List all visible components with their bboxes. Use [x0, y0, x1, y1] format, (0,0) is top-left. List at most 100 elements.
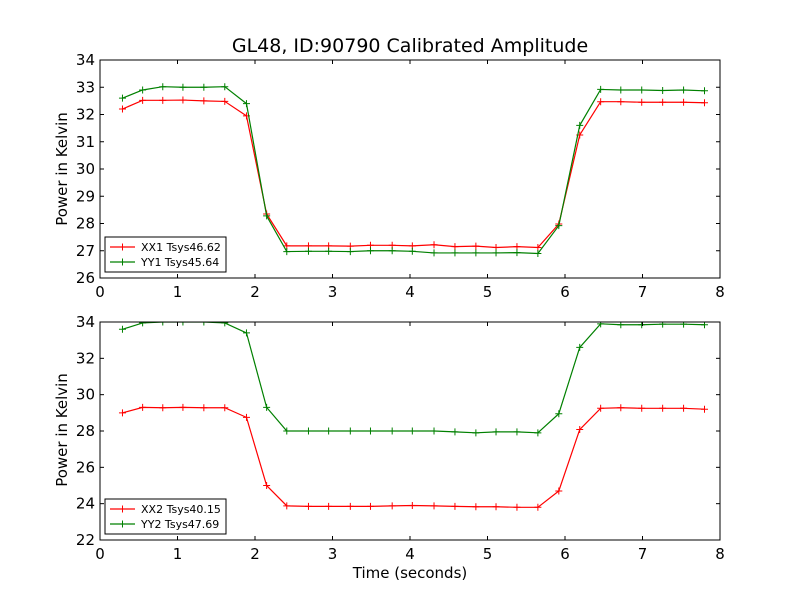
- bottom-series-2-point: [325, 427, 333, 435]
- top-series-2-point: [408, 247, 416, 255]
- bottom-y-tick-label: 32: [76, 349, 95, 367]
- bottom-series-1-point: [200, 404, 208, 412]
- top-y-tick-label: 34: [76, 51, 95, 69]
- top-series-2-point: [576, 121, 584, 129]
- top-y-tick-label: 33: [76, 78, 95, 96]
- bottom-series-2-point: [555, 410, 563, 418]
- top-series-2-point: [304, 247, 312, 255]
- bottom-series-2-point: [408, 427, 416, 435]
- top-series-2-point: [659, 87, 667, 95]
- bottom-series-2-point: [366, 427, 374, 435]
- top-series-1-point: [221, 97, 229, 105]
- bottom-series-1-point: [597, 404, 605, 412]
- bottom-series-1-point: [304, 502, 312, 510]
- bottom-x-tick-label: 4: [405, 545, 415, 563]
- bottom-series-1-point: [492, 503, 500, 511]
- bottom-x-tick-label: 5: [483, 545, 493, 563]
- x-axis-label: Time (seconds): [352, 564, 468, 582]
- top-y-tick-label: 27: [76, 242, 95, 260]
- bottom-series-1-point: [430, 502, 438, 510]
- bottom-series-1-point: [680, 404, 688, 412]
- top-series-2-point: [388, 247, 396, 255]
- bottom-series-1-point: [659, 404, 667, 412]
- top-x-tick-label: 7: [638, 283, 648, 301]
- bottom-x-tick-label: 7: [638, 545, 648, 563]
- bottom-series-1-point: [366, 502, 374, 510]
- bottom-series-2-point: [430, 427, 438, 435]
- bottom-series-2-point: [513, 428, 521, 436]
- bottom-series-2-point: [388, 427, 396, 435]
- bottom-series-1-point: [263, 482, 271, 489]
- bottom-series-1-point: [346, 502, 354, 510]
- top-series-2-point: [325, 247, 333, 255]
- bottom-series-2-point: [659, 322, 667, 328]
- bottom-x-tick-label: 0: [95, 545, 105, 563]
- bottom-y-axis-label: Power in Kelvin: [53, 373, 71, 487]
- top-series-1-point: [118, 105, 126, 113]
- bottom-series-1-point: [159, 404, 167, 412]
- bottom-series-1-point: [701, 405, 708, 413]
- top-y-tick-label: 31: [76, 133, 95, 151]
- top-series-1-point: [534, 243, 542, 251]
- top-series-1-point: [659, 98, 667, 106]
- top-series-2-point: [159, 83, 167, 91]
- top-y-tick-label: 30: [76, 160, 95, 178]
- top-series-2-point: [638, 86, 646, 94]
- top-series-1-point: [680, 98, 688, 106]
- top-series-2-point: [534, 249, 542, 257]
- bottom-series-1-point: [451, 502, 459, 510]
- top-series-2-point: [701, 87, 708, 95]
- top-series-2-point: [472, 249, 480, 257]
- bottom-series-2-point: [221, 322, 229, 327]
- top-axes-frame: [99, 59, 721, 279]
- top-series-2-point: [221, 83, 229, 91]
- bottom-series-2-point: [159, 322, 167, 326]
- top-series-1-point: [451, 243, 459, 251]
- bottom-series-1-point: [139, 403, 147, 411]
- bottom-series-2-point: [304, 427, 312, 435]
- top-series-2-point: [366, 247, 374, 255]
- bottom-series-1-point: [472, 503, 480, 511]
- bottom-series-1-point: [221, 404, 229, 412]
- bottom-series-1-point: [576, 426, 584, 434]
- bottom-y-tick-label: 26: [76, 458, 95, 476]
- bottom-x-tick-label: 6: [560, 545, 570, 563]
- bottom-series-2-point: [283, 427, 291, 435]
- bottom-y-tick-label: 22: [76, 531, 95, 549]
- bottom-y-tick-label: 30: [76, 386, 95, 404]
- top-x-tick-label: 1: [173, 283, 183, 301]
- bottom-legend-label-2: YY2 Tsys47.69: [140, 518, 219, 531]
- bottom-series-2-point: [451, 428, 459, 436]
- bottom-series-1-point: [534, 503, 542, 511]
- bottom-y-tick-label: 28: [76, 422, 95, 440]
- bottom-series-2-point: [242, 329, 250, 337]
- top-series-1-point: [638, 98, 646, 106]
- top-x-tick-label: 8: [715, 283, 725, 301]
- top-series-1-point: [617, 98, 625, 106]
- bottom-series-1-point: [617, 404, 625, 412]
- top-series-1-point: [430, 241, 438, 249]
- bottom-series-2-point: [139, 322, 147, 327]
- bottom-axes-frame: [99, 321, 721, 541]
- top-legend-marker-2: [119, 258, 126, 266]
- top-x-tick-label: 6: [560, 283, 570, 301]
- top-series-2-point: [118, 94, 126, 102]
- bottom-series-2-point: [534, 429, 542, 437]
- top-legend-box: [104, 236, 227, 273]
- top-y-tick-label: 28: [76, 215, 95, 233]
- top-x-tick-label: 2: [250, 283, 260, 301]
- bottom-y-tick-label: 34: [76, 313, 95, 331]
- top-series-2-point: [597, 85, 605, 93]
- bottom-legend-marker-1: [119, 505, 126, 513]
- top-series-1-point: [179, 96, 187, 104]
- top-x-tick-label: 0: [95, 283, 105, 301]
- bottom-series-2-point: [680, 322, 688, 328]
- bottom-series-1-point: [388, 502, 396, 510]
- top-legend-marker-1: [119, 243, 126, 251]
- top-y-tick-label: 26: [76, 269, 95, 287]
- top-series-2-point: [492, 249, 500, 257]
- top-series-1-point: [597, 98, 605, 106]
- bottom-series-1-point: [513, 503, 521, 511]
- bottom-legend-box: [104, 498, 227, 535]
